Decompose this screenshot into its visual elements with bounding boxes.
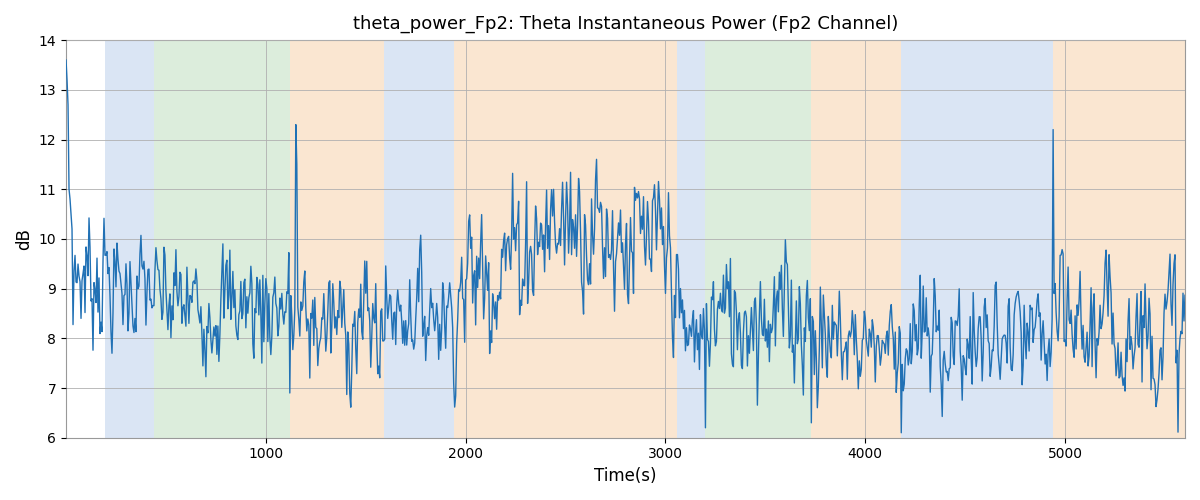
- Bar: [454, 40, 678, 438]
- X-axis label: Time(s): Time(s): [594, 467, 656, 485]
- Bar: [154, 40, 290, 438]
- Y-axis label: dB: dB: [14, 228, 32, 250]
- Bar: [706, 40, 811, 438]
- Bar: [104, 40, 154, 438]
- Title: theta_power_Fp2: Theta Instantaneous Power (Fp2 Channel): theta_power_Fp2: Theta Instantaneous Pow…: [353, 15, 899, 34]
- Bar: [384, 40, 454, 438]
- Bar: [1054, 40, 1184, 438]
- Bar: [678, 40, 706, 438]
- Bar: [901, 40, 1054, 438]
- Bar: [290, 40, 384, 438]
- Bar: [811, 40, 901, 438]
